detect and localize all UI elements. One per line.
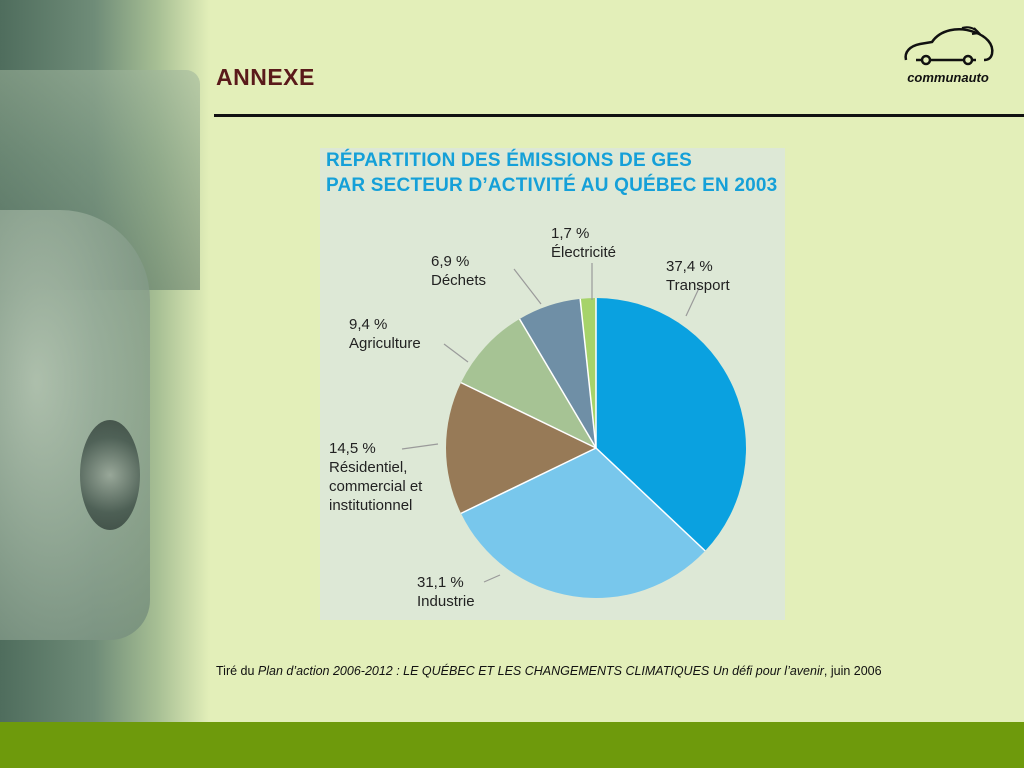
slice-divider-electricite (579, 298, 597, 449)
slice-label-electricite: 1,7 % Électricité (551, 224, 616, 262)
pie-slice-transport (596, 298, 746, 551)
slide-title: ANNEXE (216, 64, 315, 90)
pie-slice-residentiel (446, 382, 596, 514)
slice-name-dechets-0: Déchets (431, 272, 487, 289)
slice-name-residentiel-2: institutionnel (329, 497, 413, 514)
slice-value-industrie: 31,1 % (417, 574, 464, 591)
slice-label-dechets: 6,9 % Déchets (431, 252, 486, 290)
logo-text: communauto (907, 70, 989, 85)
background-photo (0, 0, 210, 722)
slice-value-agriculture: 9,4 % (349, 316, 388, 333)
slice-name-residentiel-0: Résidentiel, (329, 459, 408, 476)
chart-panel: RÉPARTITION DES ÉMISSIONS DE GES PAR SEC… (320, 148, 785, 620)
pie-slice-industrie (460, 448, 706, 598)
source-title: Plan d’action 2006-2012 : LE QUÉBEC ET L… (257, 664, 824, 678)
slice-name-residentiel-1: commercial et (329, 478, 423, 495)
slice-value-transport: 37,4 % (666, 258, 713, 275)
slice-value-dechets: 6,9 % (431, 253, 470, 270)
slice-divider-residentiel (460, 447, 597, 515)
source-suffix: , juin 2006 (823, 664, 882, 678)
slice-name-industrie-0: Industrie (417, 593, 475, 610)
communauto-logo: communauto (896, 22, 1000, 92)
slice-name-electricite-0: Électricité (551, 244, 617, 261)
car-logo-icon (904, 26, 994, 66)
leader-line-industrie (483, 574, 501, 583)
slice-divider-industrie (595, 447, 706, 552)
bottom-band (0, 722, 1024, 768)
pie-slice-dechets (519, 298, 596, 448)
slice-name-agriculture-0: Agriculture (349, 335, 421, 352)
slice-label-agriculture: 9,4 % Agriculture (349, 315, 421, 353)
leader-line-agriculture (443, 343, 469, 363)
source-prefix: Tiré du (216, 664, 258, 678)
slice-value-electricite: 1,7 % (551, 225, 590, 242)
leader-line-residentiel (401, 443, 439, 450)
pie-slice-agriculture (460, 318, 596, 448)
car-image (0, 210, 150, 640)
slice-divider-agriculture (460, 381, 597, 449)
slice-name-transport-0: Transport (666, 277, 730, 294)
chart-title-line-1: RÉPARTITION DES ÉMISSIONS DE GES (326, 150, 693, 171)
leader-line-dechets (513, 268, 542, 305)
slice-label-transport: 37,4 % Transport (666, 257, 730, 295)
slice-label-residentiel: 14,5 % Résidentiel, commercial et instituti… (329, 439, 422, 515)
slice-label-industrie: 31,1 % Industrie (417, 573, 475, 611)
pie-chart (401, 263, 746, 598)
leader-line-transport (685, 285, 701, 317)
title-divider (214, 114, 1024, 117)
car-wheel-image (80, 420, 140, 530)
slice-divider-dechets (518, 318, 597, 449)
chart-title-line-2: PAR SECTEUR D’ACTIVITÉ AU QUÉBEC EN 2003 (326, 175, 778, 196)
slice-value-residentiel: 14,5 % (329, 440, 376, 457)
source-citation: Tiré du Plan d’action 2006-2012 : LE QUÉ… (216, 664, 882, 678)
